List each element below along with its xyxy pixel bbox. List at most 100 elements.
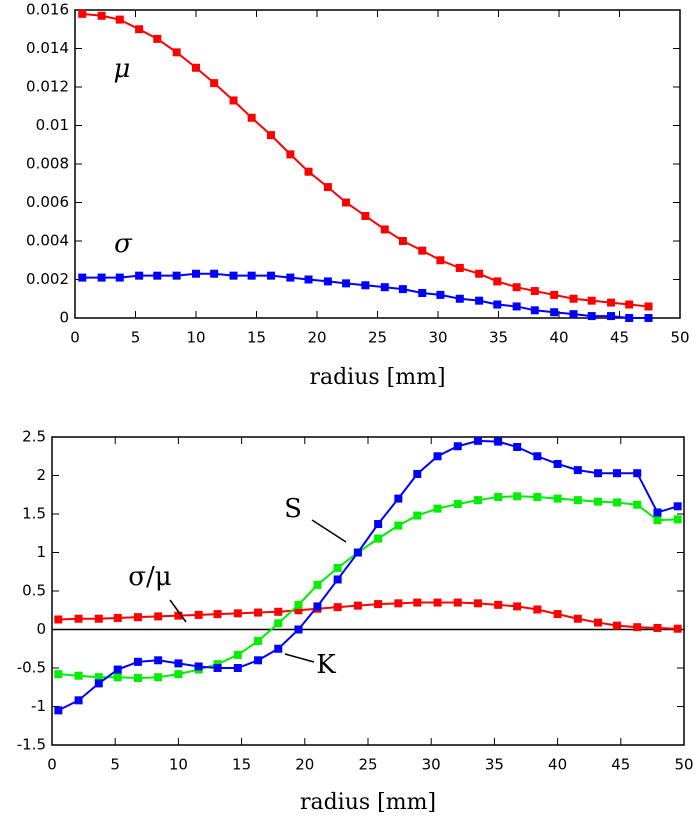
- marker: [569, 310, 578, 319]
- x-tick-label: 45: [611, 756, 630, 774]
- leader-line: [169, 599, 187, 623]
- series-label: σ: [114, 229, 133, 259]
- marker: [493, 277, 502, 286]
- marker: [172, 271, 181, 280]
- marker: [473, 496, 482, 505]
- marker: [135, 271, 144, 280]
- marker: [493, 300, 502, 309]
- y-tick-label: 0.01: [36, 116, 69, 134]
- marker: [413, 469, 422, 478]
- y-tick-label: 2: [36, 466, 46, 484]
- marker: [294, 625, 303, 634]
- marker: [398, 237, 407, 245]
- marker: [550, 290, 559, 299]
- marker: [313, 602, 322, 611]
- marker: [394, 494, 403, 503]
- y-tick-label: -1: [31, 697, 46, 715]
- series-label: K: [316, 650, 336, 680]
- x-tick-label: 35: [489, 329, 508, 347]
- marker: [533, 493, 542, 502]
- marker: [133, 674, 142, 683]
- marker: [607, 298, 616, 307]
- marker: [304, 167, 313, 176]
- marker: [133, 657, 142, 666]
- marker: [587, 312, 596, 321]
- marker: [644, 302, 653, 311]
- x-tick-label: 10: [169, 756, 188, 774]
- x-tick-label: 35: [485, 756, 504, 774]
- y-tick-label: 0: [59, 309, 69, 327]
- marker: [172, 48, 181, 57]
- y-tick-label: 0.002: [26, 270, 69, 288]
- marker: [97, 11, 106, 20]
- marker: [153, 34, 162, 43]
- x-tick-label: 0: [70, 329, 80, 347]
- marker: [398, 285, 407, 294]
- x-tick-label: 50: [674, 756, 693, 774]
- marker: [473, 436, 482, 445]
- series-label: S: [284, 494, 302, 524]
- x-tick-label: 15: [247, 329, 266, 347]
- marker: [673, 624, 682, 633]
- marker: [613, 621, 622, 630]
- x-tick-label: 15: [232, 756, 251, 774]
- y-tick-label: 1: [36, 543, 46, 561]
- marker: [380, 283, 389, 292]
- marker: [553, 459, 562, 468]
- marker: [653, 508, 662, 517]
- marker: [433, 504, 442, 513]
- marker: [286, 150, 295, 159]
- marker: [653, 623, 662, 632]
- marker: [233, 609, 242, 618]
- marker: [513, 602, 522, 611]
- marker: [455, 294, 464, 303]
- marker: [94, 614, 103, 623]
- leader-line: [311, 519, 347, 543]
- y-tick-label: 0.012: [26, 78, 69, 96]
- marker: [54, 615, 63, 624]
- marker: [274, 619, 283, 628]
- marker: [342, 198, 351, 207]
- marker: [135, 25, 144, 34]
- marker: [633, 623, 642, 632]
- x-axis-label: radius [mm]: [300, 790, 436, 815]
- marker: [229, 96, 238, 105]
- marker: [380, 225, 389, 234]
- marker: [475, 269, 484, 278]
- marker: [115, 15, 124, 24]
- marker: [254, 608, 263, 617]
- marker: [413, 511, 422, 520]
- marker: [210, 79, 219, 88]
- marker: [153, 271, 162, 280]
- marker: [194, 610, 203, 619]
- marker: [233, 650, 242, 659]
- marker: [174, 670, 183, 679]
- marker: [550, 308, 559, 317]
- marker: [453, 442, 462, 451]
- series-label: σ/μ: [128, 562, 171, 592]
- marker: [113, 673, 122, 682]
- marker: [436, 256, 445, 265]
- marker: [353, 601, 362, 610]
- y-tick-label: 0: [36, 620, 46, 638]
- marker: [625, 314, 634, 322]
- marker: [553, 494, 562, 503]
- marker: [267, 271, 276, 280]
- marker: [512, 283, 521, 292]
- y-tick-label: 1.5: [22, 505, 46, 523]
- marker: [304, 275, 313, 284]
- x-tick-label: 20: [295, 756, 314, 774]
- marker: [673, 502, 682, 511]
- marker: [94, 679, 103, 688]
- marker: [475, 296, 484, 305]
- marker: [342, 279, 351, 288]
- x-tick-label: 30: [422, 756, 441, 774]
- marker: [333, 563, 342, 572]
- marker: [394, 521, 403, 530]
- x-tick-label: 25: [358, 756, 377, 774]
- marker: [78, 9, 87, 18]
- marker: [394, 599, 403, 608]
- marker: [436, 290, 445, 299]
- marker: [192, 269, 200, 278]
